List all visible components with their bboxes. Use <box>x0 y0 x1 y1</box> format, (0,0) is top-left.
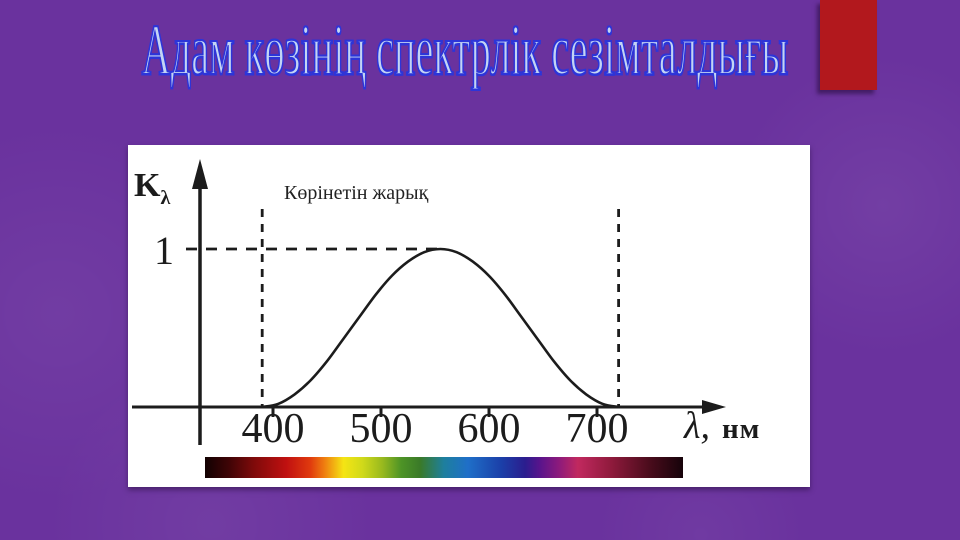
y-axis-label-subscript: λ <box>160 186 171 209</box>
accent-rectangle <box>820 0 877 90</box>
x-axis-label-unit: нм <box>721 413 761 445</box>
spectral-sensitivity-chart: Kλ Көрінетін жарық 1 400 500 600 700 λ, н… <box>128 145 810 487</box>
x-tick-label-600: 600 <box>457 406 521 452</box>
y-axis-label-symbol: K <box>134 167 161 204</box>
x-tick-label-700: 700 <box>565 406 629 452</box>
x-axis-label: λ, нм <box>684 407 760 445</box>
x-tick-label-400: 400 <box>241 406 305 452</box>
x-axis-label-lambda: λ, <box>684 405 710 447</box>
x-tick-label-500: 500 <box>349 406 413 452</box>
slide-title: Адам көзінің спектрлік сезімталдығы <box>141 11 789 91</box>
chart-plot-area <box>132 159 726 478</box>
y-reference-value: 1 <box>154 228 174 273</box>
visible-light-annotation: Көрінетін жарық <box>284 182 429 204</box>
y-axis-label: Kλ <box>134 167 170 208</box>
